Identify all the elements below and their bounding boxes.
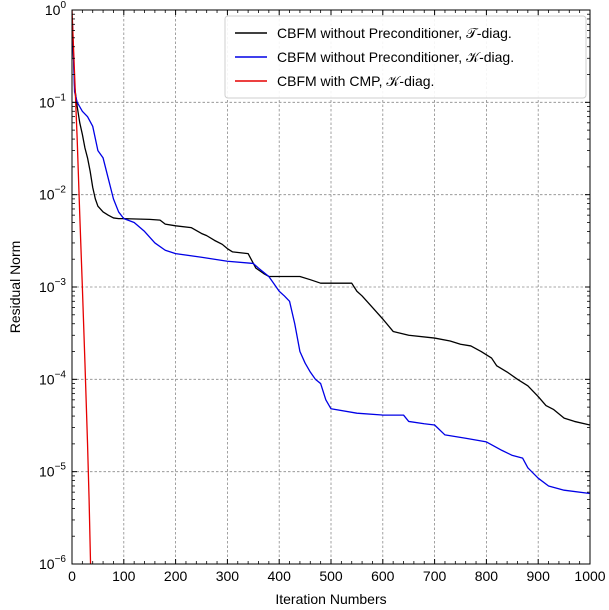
- x-tick-label: 500: [319, 568, 343, 584]
- x-tick-label: 400: [268, 568, 292, 584]
- series-layer: [72, 10, 590, 564]
- grid: [72, 10, 590, 564]
- x-tick-label: 200: [164, 568, 188, 584]
- x-tick-label: 700: [423, 568, 447, 584]
- y-axis-label: Residual Norm: [7, 241, 23, 334]
- y-tick-label: 10−2: [39, 185, 66, 203]
- y-tick-label: 10−3: [39, 277, 66, 295]
- x-tick-label: 900: [527, 568, 551, 584]
- y-tick-label: 10−5: [39, 462, 66, 480]
- x-tick-label: 100: [112, 568, 136, 584]
- legend-label: CBFM without Preconditioner, 𝒯-diag.: [277, 25, 512, 41]
- series-line-2: [72, 24, 590, 495]
- legend-label: CBFM with CMP, 𝒦-diag.: [277, 73, 434, 89]
- x-tick-label: 300: [216, 568, 240, 584]
- x-tick-label: 800: [475, 568, 499, 584]
- y-tick-label: 10−1: [39, 92, 66, 110]
- legend-label: CBFM without Preconditioner, 𝒦-diag.: [277, 49, 514, 65]
- legend: CBFM without Preconditioner, 𝒯-diag. CBFM…: [224, 15, 587, 99]
- series-line-3: [72, 10, 92, 564]
- x-tick-label: 1000: [574, 568, 605, 584]
- ticks: 0 100 200 300 400 500 600 700 800 900 1000 10−6 10−5…: [39, 0, 606, 584]
- y-tick-label: 10−6: [39, 554, 66, 572]
- x-tick-label: 600: [371, 568, 395, 584]
- legend-box: [224, 15, 587, 99]
- series-line-1: [72, 30, 590, 426]
- y-tick-label: 10−4: [39, 369, 66, 387]
- x-axis-label: Iteration Numbers: [275, 591, 386, 607]
- y-tick-label: 100: [45, 0, 67, 18]
- x-tick-label: 0: [68, 568, 76, 584]
